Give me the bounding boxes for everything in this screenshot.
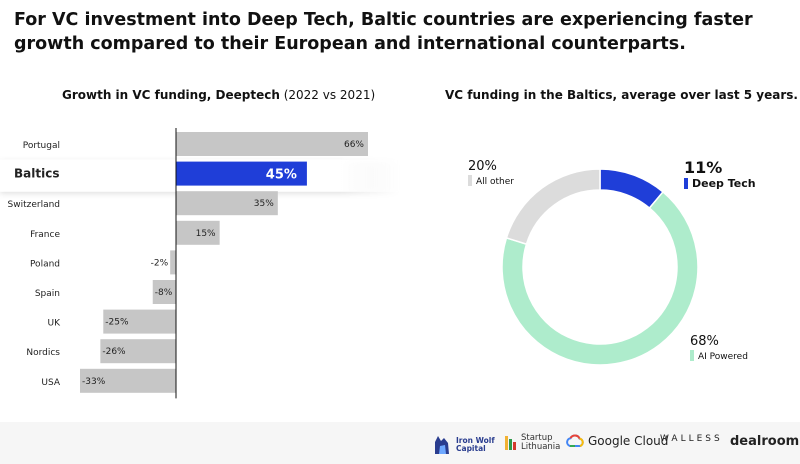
slice-percent-ai-powered: 68%: [690, 334, 719, 349]
headline: For VC investment into Deep Tech, Baltic…: [14, 10, 753, 54]
donut-slice-all-other: [505, 168, 601, 246]
bar-nordics: [100, 339, 176, 364]
logo-walless: WALLESS: [660, 434, 723, 444]
donut-chart: 11%Deep Tech 68% AI Powered 20% All other: [468, 158, 756, 366]
bar-chart: Portugal 66% Baltics 45% Switzerland 35% Franc…: [0, 128, 400, 399]
legend-swatch-deep-tech: [684, 178, 688, 189]
value-label-france: 15%: [196, 229, 216, 239]
logo-dealroom: dealroom.co: [730, 434, 800, 449]
donut-chart-title: VC funding in the Baltics, average over …: [445, 88, 798, 102]
category-label-usa: USA: [41, 378, 60, 388]
logo-startup-lithuania: Startup Lithuania: [503, 434, 560, 452]
slice-percent-deep-tech: 11%: [684, 158, 722, 177]
slice-name-deep-tech: Deep Tech: [692, 177, 756, 190]
category-label-france: France: [30, 230, 60, 240]
donut-slice-ai-powered: [501, 190, 699, 366]
charts-canvas: Portugal 66% Baltics 45% Switzerland 35% Franc…: [0, 128, 756, 399]
bar-chart-title: Growth in VC funding, Deeptech (2022 vs …: [62, 88, 375, 102]
category-label-nordics: Nordics: [26, 348, 60, 358]
bar-france: [176, 220, 220, 245]
slice-percent-all-other: 20%: [468, 159, 497, 174]
slice-name-ai-powered: AI Powered: [698, 352, 748, 362]
bar-usa: [80, 368, 176, 393]
value-label-usa: -33%: [82, 377, 106, 387]
value-label-portugal: 66%: [344, 140, 364, 150]
wolf-icon: [435, 436, 449, 454]
logo-google-cloud: Google Cloud: [566, 434, 668, 448]
value-label-spain: -8%: [155, 288, 173, 298]
bar-poland: [170, 250, 176, 275]
value-label-nordics: -26%: [102, 347, 126, 357]
value-label-uk: -25%: [105, 318, 129, 328]
value-label-poland: -2%: [151, 258, 169, 268]
bar-baltics: [176, 161, 307, 186]
bar-chart-title-main: Growth in VC funding, Deeptech: [62, 88, 280, 102]
startup-lithuania-icon: [505, 436, 516, 450]
category-label-poland: Poland: [30, 259, 60, 269]
value-label-baltics: 45%: [266, 168, 297, 183]
legend-swatch-all-other: [468, 175, 472, 186]
legend-swatch-ai-powered: [690, 350, 694, 361]
slice-name-all-other: All other: [476, 177, 514, 187]
category-label-uk: UK: [48, 319, 62, 329]
bar-uk: [103, 309, 176, 334]
bar-portugal: [176, 132, 368, 156]
bar-spain: [152, 280, 176, 304]
category-label-baltics: Baltics: [14, 167, 59, 181]
bar-switzerland: [176, 191, 278, 216]
bar-chart-title-period: (2022 vs 2021): [279, 88, 376, 102]
logo-iron-wolf-capital: Iron Wolf Capital: [432, 434, 495, 456]
category-label-switzerland: Switzerland: [8, 200, 61, 210]
category-label-spain: Spain: [35, 289, 60, 299]
footer-bar: [0, 422, 800, 464]
category-label-portugal: Portugal: [23, 141, 60, 151]
cloud-icon: [566, 434, 584, 447]
value-label-switzerland: 35%: [254, 199, 274, 209]
